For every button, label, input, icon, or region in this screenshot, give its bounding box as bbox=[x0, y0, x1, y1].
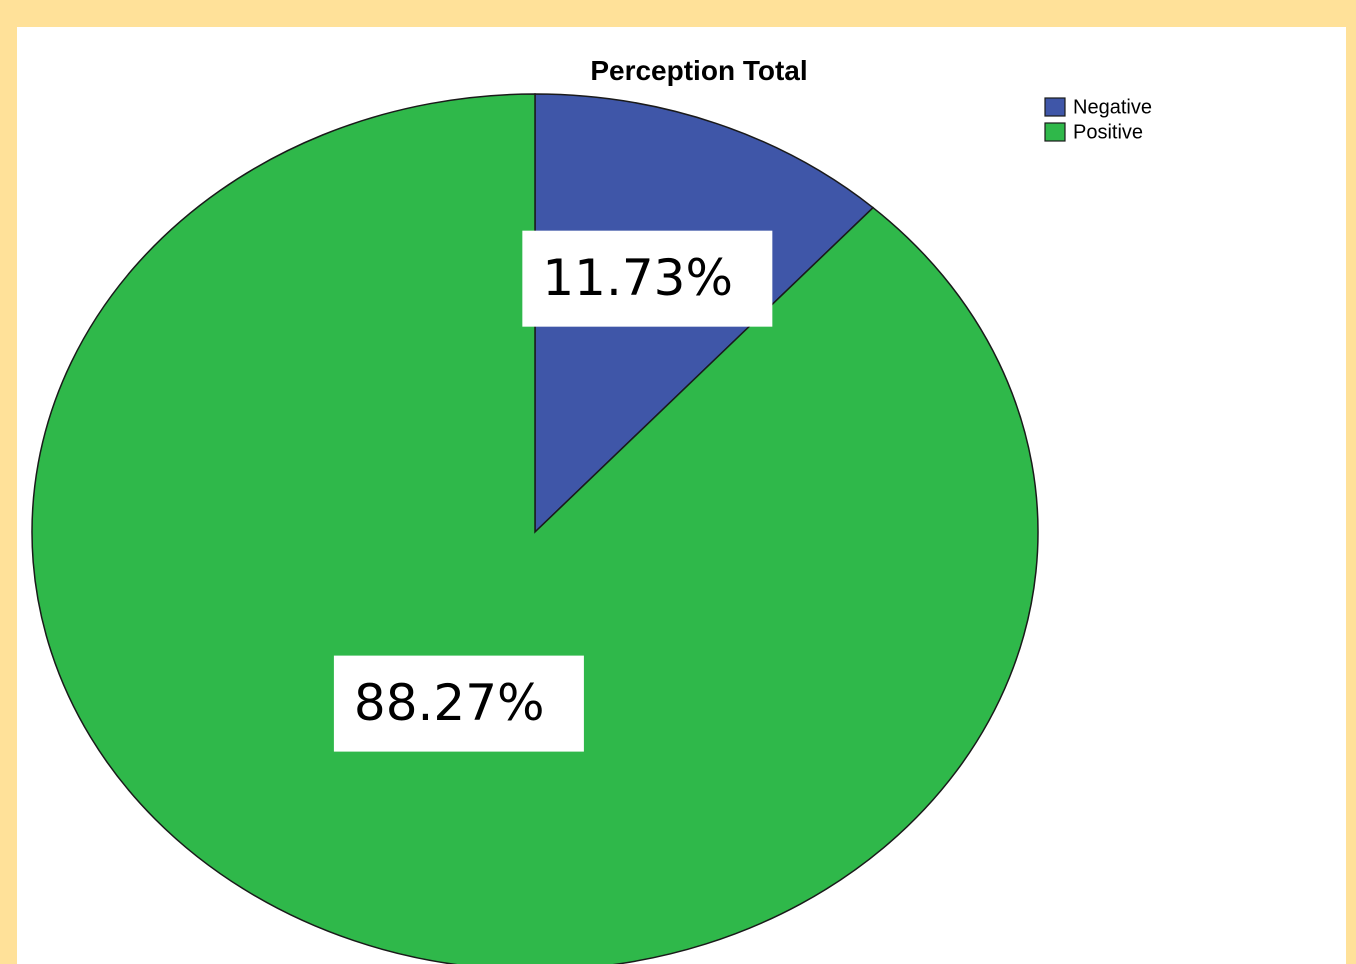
pie-slice bbox=[31, 93, 1039, 964]
value-label: 88.27% bbox=[354, 674, 545, 732]
value-label: 11.73% bbox=[542, 249, 733, 307]
label-box bbox=[333, 655, 584, 752]
chart-title: Perception Total bbox=[590, 55, 807, 86]
legend-label: Negative bbox=[1073, 96, 1152, 118]
legend-label: Positive bbox=[1073, 121, 1143, 143]
label-box bbox=[522, 230, 773, 327]
legend-swatch bbox=[1044, 97, 1066, 117]
legend-swatch bbox=[1044, 122, 1066, 142]
